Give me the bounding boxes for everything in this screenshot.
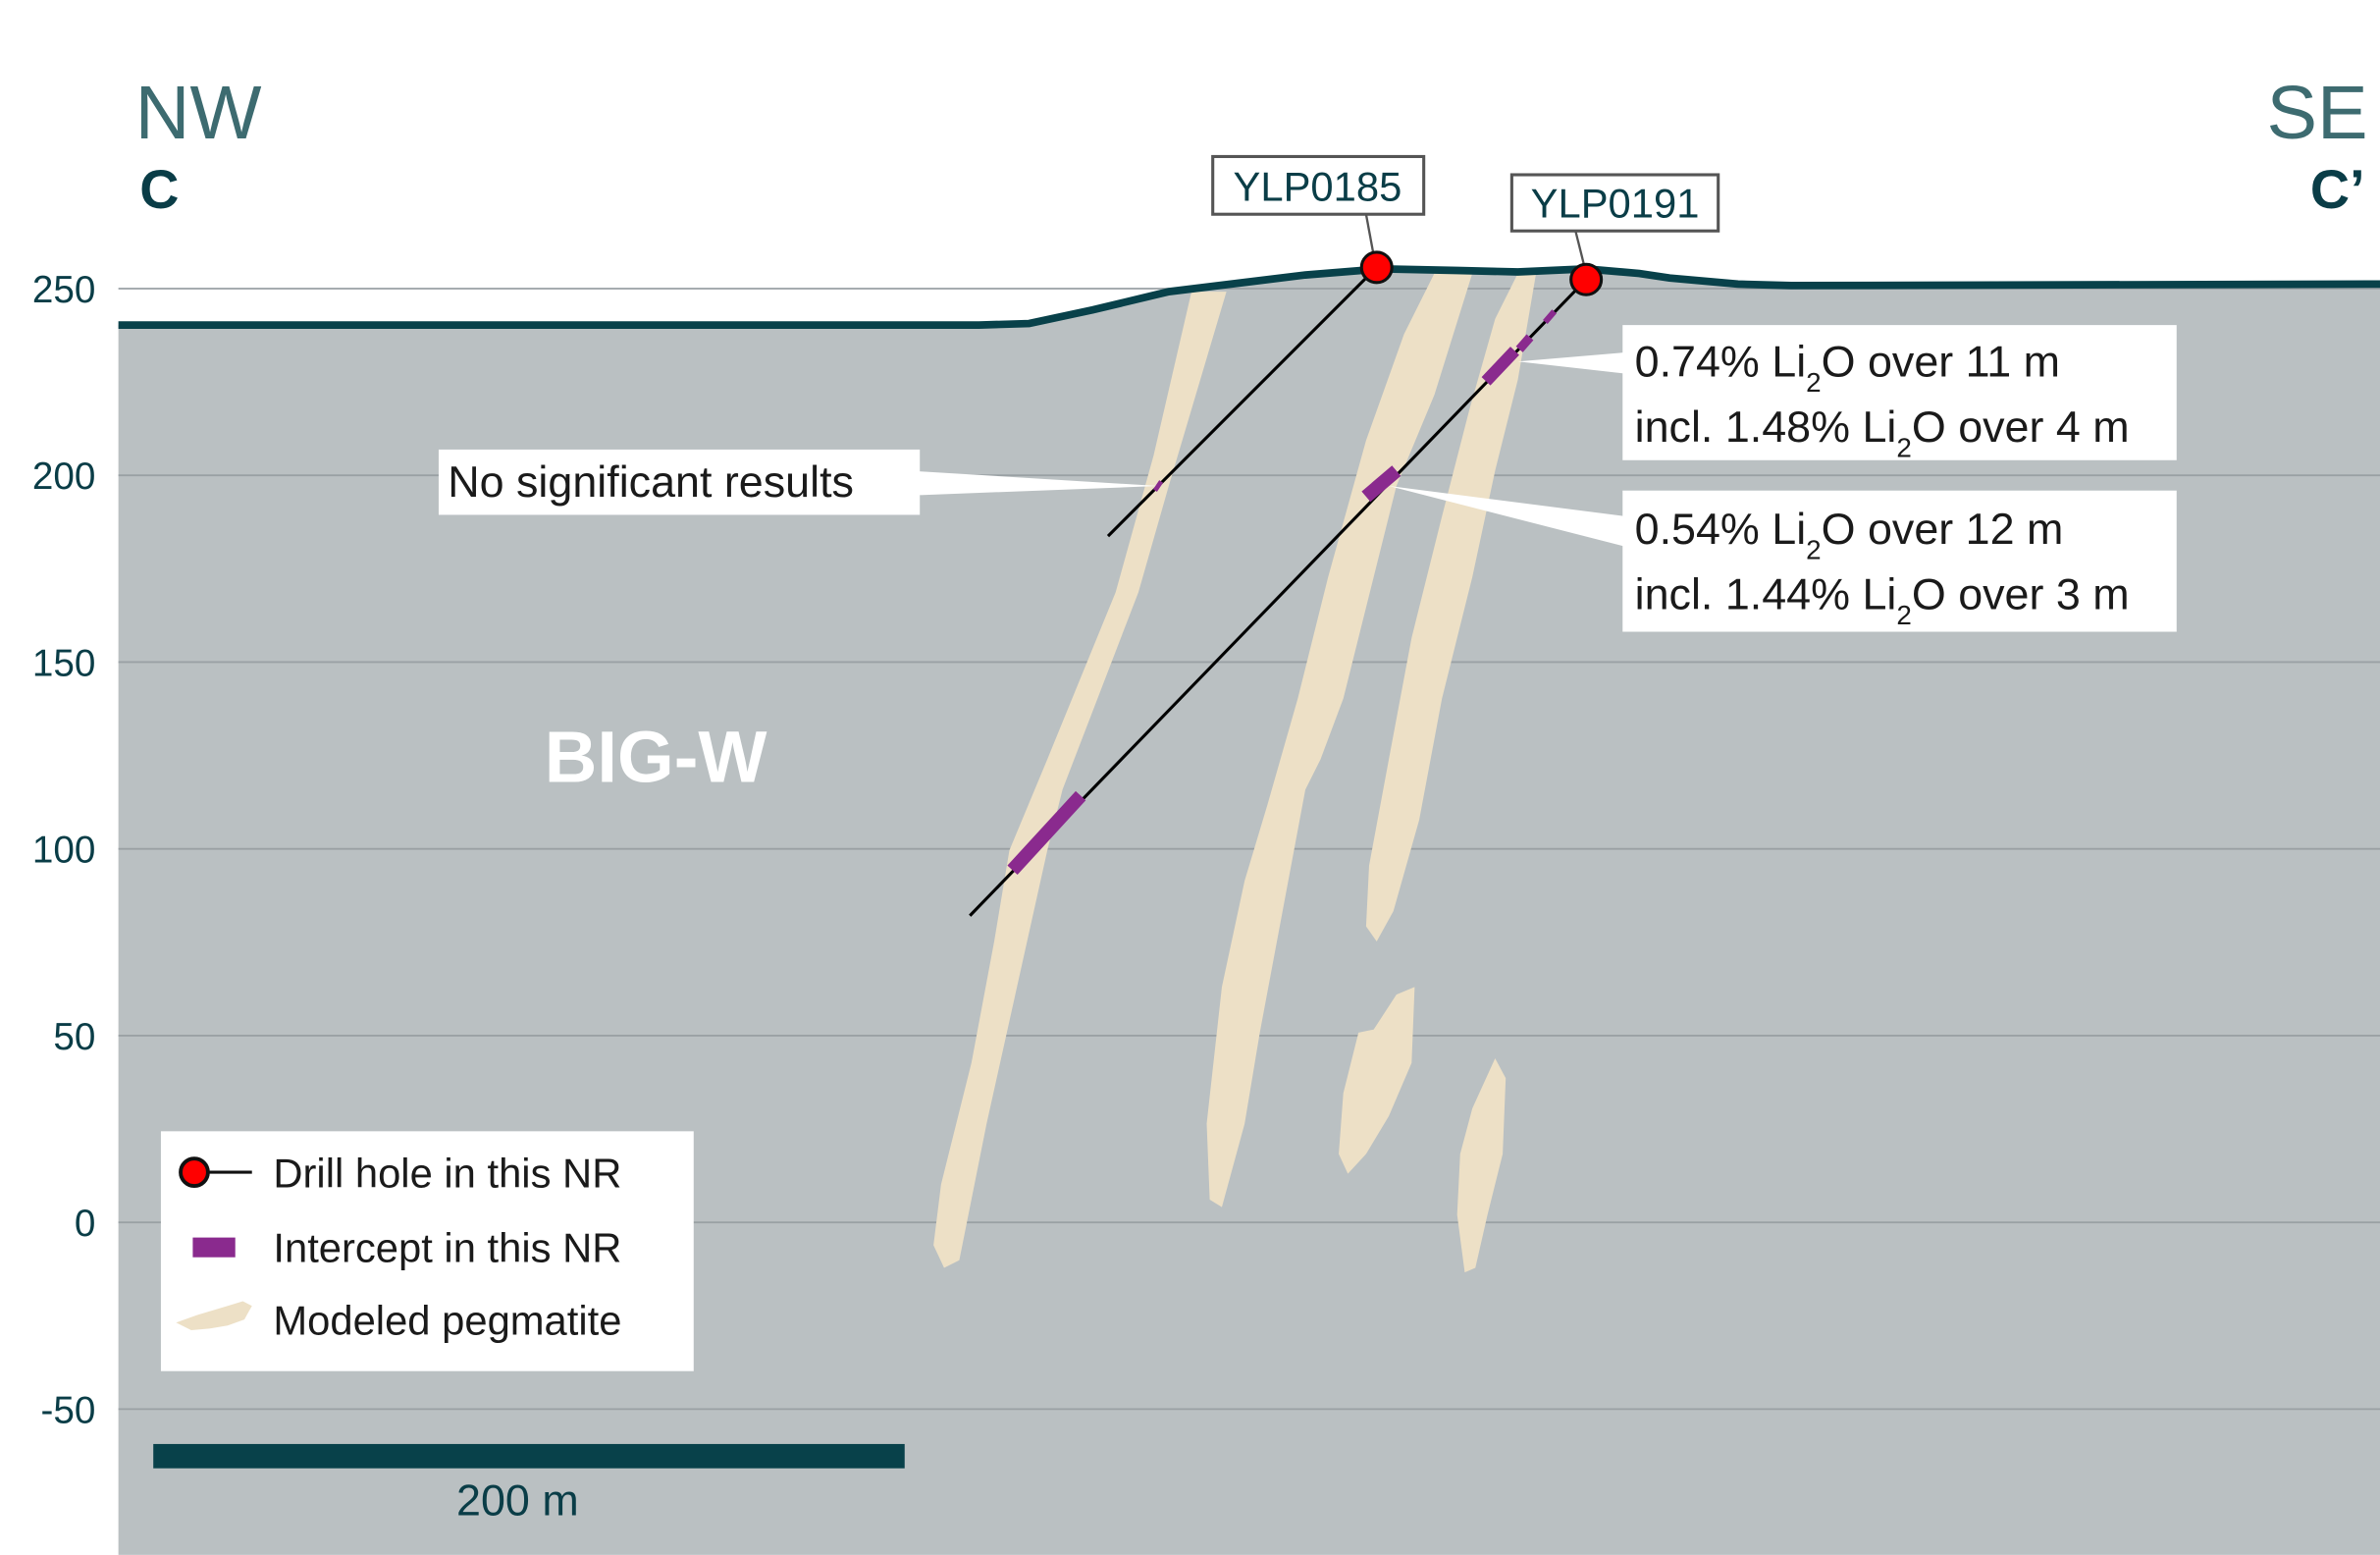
- area-label: BIG-W: [545, 717, 767, 798]
- elevation-tick-label: 250: [32, 269, 95, 311]
- legend-drill-hole: Drill hole in this NR: [273, 1151, 621, 1197]
- hole-id: YLP0185: [1234, 163, 1402, 209]
- hole-label-ylp0191[interactable]: YLP0191: [1509, 173, 1720, 268]
- hole-id: YLP0191: [1531, 180, 1700, 226]
- pegmatite-body: [1339, 987, 1415, 1174]
- intercept[interactable]: [1481, 347, 1519, 386]
- collar-ylp0191[interactable]: [1569, 262, 1604, 296]
- scale-bar-label: 200 m: [456, 1475, 579, 1526]
- result1-main: 0.74% Li2O over 11 m: [1635, 337, 2060, 398]
- legend-pegmatite: Modeled pegmatite: [273, 1298, 621, 1344]
- callout-pointer: [1517, 351, 1626, 374]
- elevation-tick-label: -50: [41, 1389, 96, 1431]
- elevation-tick-label: 50: [53, 1016, 95, 1058]
- result1-incl: incl. 1.48% Li2O over 4 m: [1635, 402, 2130, 462]
- intercepts: [1007, 309, 1558, 876]
- hole-label-ylp0185[interactable]: YLP0185: [1211, 154, 1426, 256]
- no-results-label: No significant results: [448, 456, 854, 507]
- result2-main: 0.54% Li2O over 12 m: [1635, 504, 2064, 564]
- callout-pointer: [910, 470, 1159, 496]
- pegmatite-body: [1456, 1058, 1507, 1273]
- collar-ylp0185[interactable]: [1359, 250, 1394, 285]
- direction-left: NW: [135, 71, 262, 155]
- intercept[interactable]: [1361, 465, 1402, 503]
- pegmatite-body: [933, 292, 1227, 1268]
- elevation-tick-label: 200: [32, 456, 95, 498]
- pegmatite-body: [1365, 273, 1537, 942]
- direction-right: SE: [2266, 71, 2367, 155]
- drill-hole-legend-icon: [179, 1156, 210, 1188]
- topography-line: [118, 265, 2380, 329]
- drill-hole-trace[interactable]: [1106, 266, 1378, 538]
- section-right: C’: [2310, 159, 2365, 220]
- intercept[interactable]: [1543, 309, 1558, 325]
- section-left: C: [139, 159, 179, 220]
- intercept[interactable]: [1007, 790, 1086, 876]
- elevation-tick-label: 0: [75, 1203, 96, 1245]
- intercept[interactable]: [1515, 334, 1534, 352]
- elevation-tick-label: 150: [32, 642, 95, 684]
- result2-incl: incl. 1.44% Li2O over 3 m: [1635, 568, 2130, 629]
- scale-bar: [153, 1443, 905, 1469]
- legend-intercept: Intercept in this NR: [273, 1224, 621, 1270]
- legend: Drill hole in this NR Intercept in this …: [160, 1131, 694, 1371]
- pegmatite-bodies: [933, 273, 1537, 1273]
- elevation-tick-label: 100: [32, 830, 95, 872]
- pegmatite-legend-icon: [176, 1301, 252, 1330]
- callout-pointer: [1389, 486, 1626, 547]
- intercept[interactable]: [1152, 480, 1164, 492]
- intercept-legend-icon: [192, 1237, 236, 1258]
- elevation-axis: 250 200 150 100 50 0 -50: [32, 269, 96, 1431]
- pegmatite-body: [1206, 273, 1473, 1207]
